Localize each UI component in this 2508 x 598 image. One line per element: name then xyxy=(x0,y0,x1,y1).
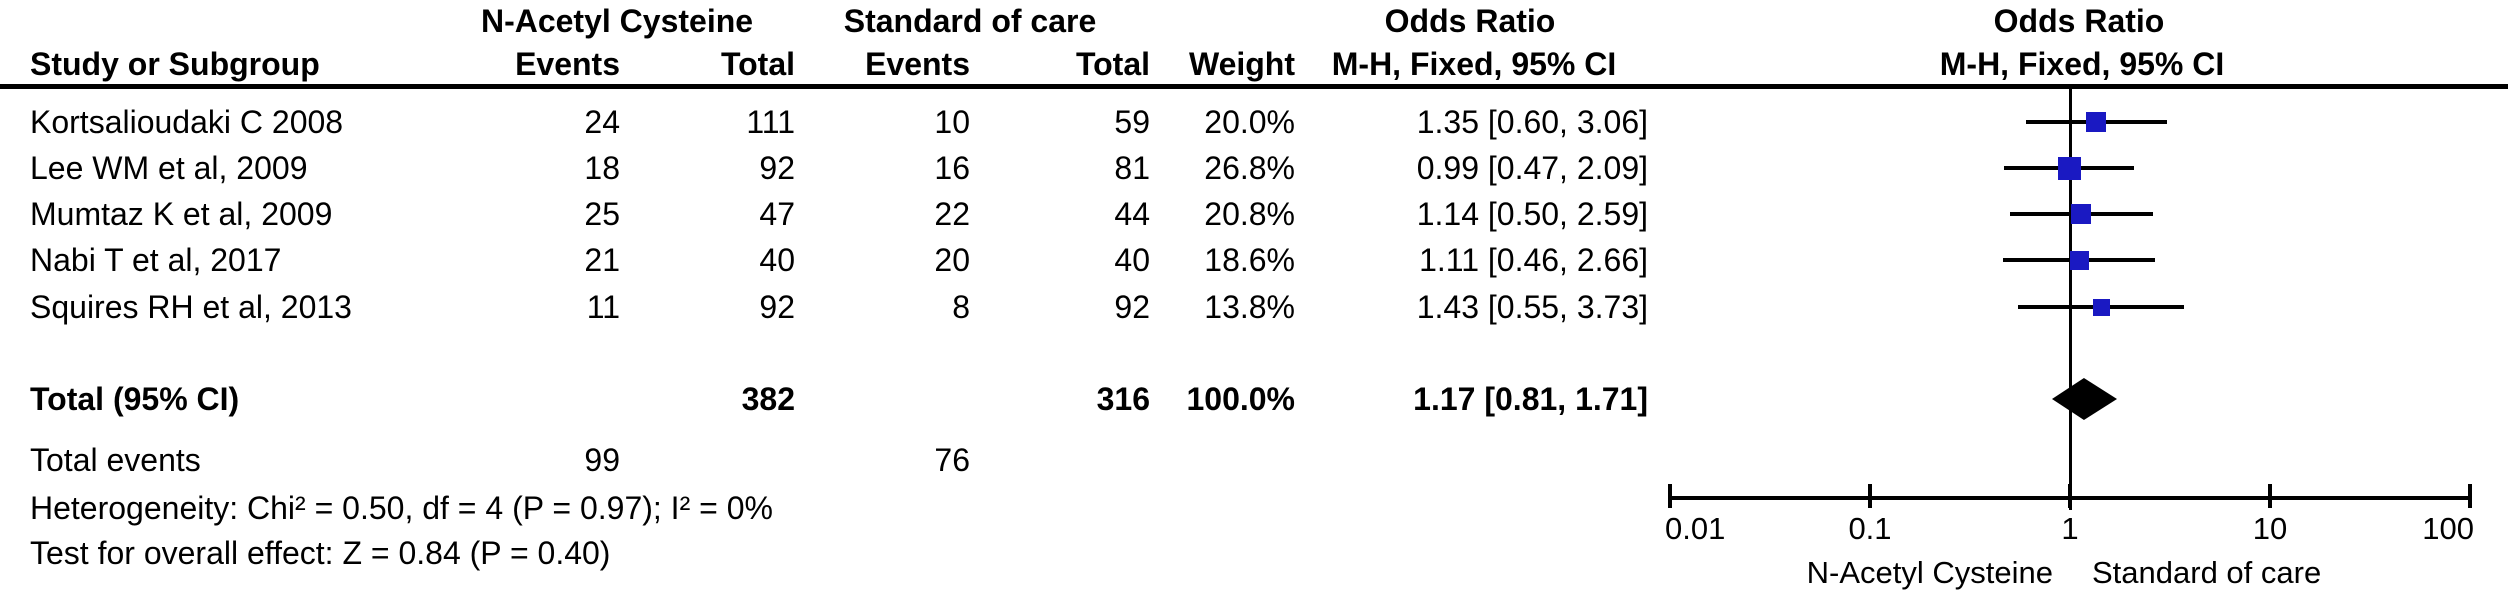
nac-total-value: 47 xyxy=(759,196,795,232)
soc-events-value: 10 xyxy=(934,104,970,140)
or-ci-value: 1.35 [0.60, 3.06] xyxy=(1416,104,1648,140)
study-name: Mumtaz K et al, 2009 xyxy=(30,196,333,232)
axis-tick-label: 0.01 xyxy=(1665,511,1726,546)
favors-left-label: N-Acetyl Cysteine xyxy=(1806,555,2053,590)
header-odds-ratio-column: Odds Ratio xyxy=(1384,3,1556,39)
nac-total-value: 92 xyxy=(759,289,795,325)
header-mh-fixed-ci-column: M-H, Fixed, 95% CI xyxy=(1331,46,1617,82)
weight-value: 18.6% xyxy=(1204,242,1295,278)
soc-events-value: 8 xyxy=(952,289,970,325)
or-square-marker xyxy=(2069,250,2089,270)
weight-value: 26.8% xyxy=(1204,150,1295,186)
nac-total-value: 40 xyxy=(759,242,795,278)
total-soc-total-value: 316 xyxy=(1096,381,1150,417)
soc-events-value: 20 xyxy=(934,242,970,278)
study-name: Nabi T et al, 2017 xyxy=(30,242,282,278)
or-ci-value: 1.43 [0.55, 3.73] xyxy=(1416,289,1648,325)
heterogeneity-text: Heterogeneity: Chi² = 0.50, df = 4 (P = … xyxy=(30,490,773,526)
study-row: Lee WM et al, 2009 18 92 16 81 26.8% 0.99 [0.4… xyxy=(0,145,2508,191)
header-odds-ratio-plot: Odds Ratio xyxy=(1993,3,2165,39)
study-name: Kortsalioudaki C 2008 xyxy=(30,104,344,140)
total-nac-total-value: 382 xyxy=(741,381,795,417)
header-mh-fixed-ci-plot: M-H, Fixed, 95% CI xyxy=(1939,46,2225,82)
nac-events-value: 11 xyxy=(586,289,620,325)
soc-total-value: 81 xyxy=(1114,150,1150,186)
study-row: Squires RH et al, 2013 11 92 8 92 13.8% 1.43 [… xyxy=(0,284,2508,330)
total-or-ci-value: 1.17 [0.81, 1.71] xyxy=(1413,381,1648,417)
nac-events-value: 25 xyxy=(584,196,620,232)
or-square-marker xyxy=(2071,204,2092,224)
axis-tick-label: 100 xyxy=(2422,511,2474,546)
or-ci-value: 0.99 [0.47, 2.09] xyxy=(1416,150,1648,186)
nac-total-value: 111 xyxy=(746,104,795,140)
study-name: Squires RH et al, 2013 xyxy=(30,289,352,325)
or-square-marker xyxy=(2092,298,2110,316)
nac-events-value: 18 xyxy=(584,150,620,186)
axis-tick xyxy=(2468,484,2472,508)
header-nac-group: N-Acetyl Cysteine xyxy=(480,3,754,39)
study-row: Kortsalioudaki C 2008 24 111 10 59 20.0% 1.35 … xyxy=(0,99,2508,145)
total-label: Total (95% CI) xyxy=(30,381,240,417)
heterogeneity-row: Heterogeneity: Chi² = 0.50, df = 4 (P = … xyxy=(0,485,2508,531)
header-study-or-subgroup: Study or Subgroup xyxy=(30,46,320,82)
axis-tick-label: 10 xyxy=(2252,511,2288,546)
or-square-marker xyxy=(2086,112,2107,132)
total-events-label: Total events xyxy=(30,442,201,478)
total-events-nac-value: 99 xyxy=(584,442,620,478)
total-row: Total (95% CI) 382 316 100.0% 1.17 [0.81… xyxy=(0,376,2508,422)
header-weight: Weight xyxy=(1188,46,1295,82)
header-soc-group: Standard of care xyxy=(843,3,1097,39)
study-row: Nabi T et al, 2017 21 40 20 40 18.6% 1.11 [0.4… xyxy=(0,237,2508,283)
soc-total-value: 44 xyxy=(1114,196,1150,232)
overall-effect-row: Test for overall effect: Z = 0.84 (P = 0… xyxy=(0,530,2508,576)
header-nac-events: Events xyxy=(515,46,620,82)
overall-effect-text: Test for overall effect: Z = 0.84 (P = 0… xyxy=(30,535,611,571)
header-nac-total: Total xyxy=(720,46,795,82)
axis-tick xyxy=(1668,484,1672,508)
header-soc-events: Events xyxy=(865,46,970,82)
total-events-soc-value: 76 xyxy=(934,442,970,478)
soc-events-value: 16 xyxy=(934,150,970,186)
soc-total-value: 59 xyxy=(1114,104,1150,140)
weight-value: 20.8% xyxy=(1204,196,1295,232)
total-events-row: Total events 99 76 xyxy=(0,437,2508,483)
or-square-marker xyxy=(2057,156,2081,180)
study-name: Lee WM et al, 2009 xyxy=(30,150,308,186)
axis-tick xyxy=(2268,484,2272,508)
header-divider-rule xyxy=(0,84,2508,89)
soc-total-value: 40 xyxy=(1114,242,1150,278)
study-row: Mumtaz K et al, 2009 25 47 22 44 20.8% 1.14 [0… xyxy=(0,191,2508,237)
weight-value: 13.8% xyxy=(1204,289,1295,325)
soc-total-value: 92 xyxy=(1114,289,1150,325)
axis-tick xyxy=(2068,484,2072,508)
nac-total-value: 92 xyxy=(759,150,795,186)
nac-events-value: 21 xyxy=(584,242,620,278)
nac-events-value: 24 xyxy=(584,104,620,140)
or-ci-value: 1.11 [0.46, 2.66] xyxy=(1419,242,1648,278)
weight-value: 20.0% xyxy=(1204,104,1295,140)
axis-tick-label: 1 xyxy=(2061,511,2079,546)
soc-events-value: 22 xyxy=(934,196,970,232)
favors-right-label: Standard of care xyxy=(2092,555,2322,590)
total-diamond xyxy=(2051,378,2117,420)
header-soc-total: Total xyxy=(1075,46,1150,82)
axis-tick xyxy=(1868,484,1872,508)
or-ci-value: 1.14 [0.50, 2.59] xyxy=(1416,196,1648,232)
axis-tick-label: 0.1 xyxy=(1848,511,1892,546)
no-effect-line xyxy=(2068,86,2072,510)
total-weight-value: 100.0% xyxy=(1186,381,1295,417)
